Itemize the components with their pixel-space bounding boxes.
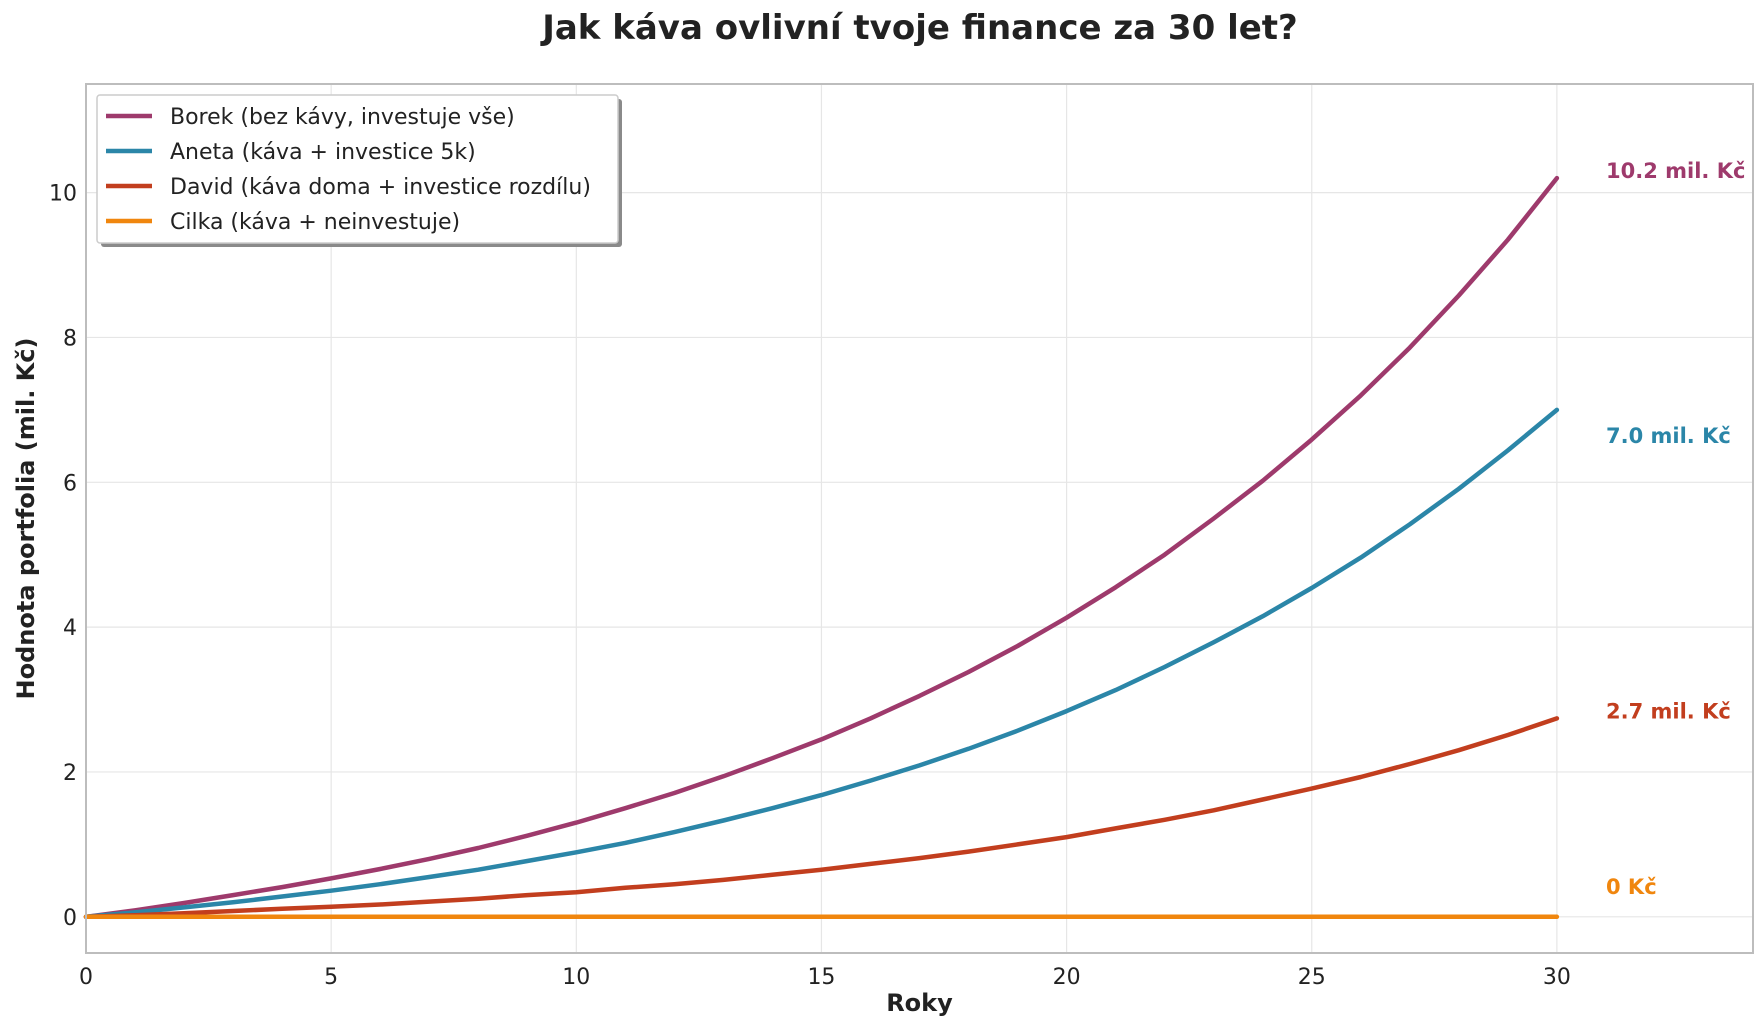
series-line-0 [83,175,1560,920]
x-tick-label: 25 [1298,965,1326,990]
x-axis-label: Roky [886,989,953,1017]
legend-entry: Aneta (káva + investice 5k) [170,140,476,165]
legend-entry: Cilka (káva + neinvestuje) [170,210,460,235]
end-labels: 10.2 mil. Kč 7.0 mil. Kč 2.7 mil. Kč 0 Kč [1606,159,1745,899]
series-line-1 [83,407,1560,920]
tick-labels: 0 5 10 15 20 25 30 0 2 4 6 8 10 [49,182,1571,990]
x-tick-label: 15 [807,965,835,990]
end-value-label: 2.7 mil. Kč [1606,699,1731,723]
y-tick-label: 8 [63,326,77,351]
y-tick-label: 6 [63,471,77,496]
end-value-label: 7.0 mil. Kč [1606,424,1731,448]
legend-entry: David (káva doma + investice rozdílu) [170,175,591,200]
plot-frame [85,83,1754,954]
x-tick-label: 0 [79,965,93,990]
y-tick-label: 0 [63,906,77,931]
x-tick-label: 10 [562,965,590,990]
y-tick-label: 4 [63,616,77,641]
end-value-label: 10.2 mil. Kč [1606,159,1745,183]
y-tick-label: 10 [49,182,77,207]
series-line-2 [83,716,1560,920]
chart-title: Jak káva ovlivní tvoje finance za 30 let… [542,8,1298,48]
legend-entry: Borek (bez kávy, investuje vše) [170,105,515,130]
y-axis-label: Hodnota portfolia (mil. Kč) [12,338,40,700]
legend: Borek (bez kávy, investuje vše) Aneta (ká… [96,94,622,247]
y-tick-label: 2 [63,761,77,786]
end-value-label: 0 Kč [1606,875,1657,899]
legend-box [96,94,619,244]
series-lines [83,175,1560,920]
x-tick-label: 30 [1543,965,1571,990]
x-tick-label: 5 [324,965,338,990]
x-tick-label: 20 [1053,965,1081,990]
